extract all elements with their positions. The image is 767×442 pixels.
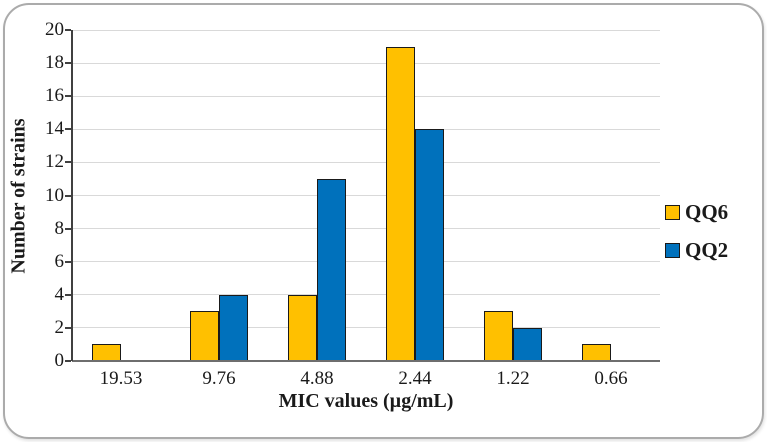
gridline-10 xyxy=(72,195,660,196)
y-tick-mark-4 xyxy=(65,293,71,296)
y-tick-label-4: 4 xyxy=(54,283,65,305)
gridline-4 xyxy=(72,294,660,296)
bar-QQ6-0.66 xyxy=(582,344,611,361)
y-tick-label-16: 16 xyxy=(45,85,64,107)
y-tick-label-6: 6 xyxy=(54,250,65,272)
gridline-6 xyxy=(72,261,660,263)
gridline-8 xyxy=(72,228,660,230)
x-category-label-2.44: 2.44 xyxy=(398,368,432,389)
gridline-16 xyxy=(72,95,660,97)
y-tick-mark-16 xyxy=(65,95,71,98)
legend-swatch-QQ2 xyxy=(665,243,680,258)
legend-swatch-QQ6 xyxy=(665,205,680,220)
y-tick-label-10: 10 xyxy=(45,184,64,206)
bar-QQ2-1.22 xyxy=(513,327,542,361)
x-category-label-1.22: 1.22 xyxy=(496,368,530,389)
legend-label-QQ2: QQ2 xyxy=(685,238,729,262)
plot-area xyxy=(65,29,660,362)
y-tick-mark-20 xyxy=(65,29,71,31)
x-category-label-0.66: 0.66 xyxy=(594,368,628,389)
y-tick-label-12: 12 xyxy=(45,151,64,173)
y-tick-mark-2 xyxy=(65,326,71,329)
y-tick-label-8: 8 xyxy=(54,217,65,239)
y-tick-mark-12 xyxy=(65,161,71,164)
x-axis-title: MIC values (µg/mL) xyxy=(278,390,454,412)
x-category-label-19.53: 19.53 xyxy=(99,368,143,389)
bar-QQ6-1.22 xyxy=(484,311,513,361)
y-tick-mark-0 xyxy=(65,360,71,362)
gridline-14 xyxy=(72,128,660,130)
gridline-12 xyxy=(72,161,660,163)
legend: QQ6 QQ2 xyxy=(665,202,728,261)
legend-item-QQ2: QQ2 xyxy=(665,240,728,261)
legend-item-QQ6: QQ6 xyxy=(665,202,728,223)
x-category-label-9.76: 9.76 xyxy=(202,368,236,389)
bar-QQ6-2.44 xyxy=(386,46,415,361)
y-tick-label-2: 2 xyxy=(54,316,65,338)
bar-QQ6-9.76 xyxy=(190,311,219,361)
y-tick-mark-14 xyxy=(65,128,71,131)
gridline-18 xyxy=(72,62,660,64)
y-tick-label-14: 14 xyxy=(45,118,64,140)
bar-QQ6-19.53 xyxy=(92,344,121,361)
gridline-2 xyxy=(72,327,660,329)
y-tick-mark-8 xyxy=(65,227,71,230)
legend-label-QQ6: QQ6 xyxy=(685,200,729,224)
y-tick-label-20: 20 xyxy=(45,19,64,40)
x-axis-line xyxy=(72,360,660,362)
y-tick-label-0: 0 xyxy=(54,350,65,371)
bar-QQ2-4.88 xyxy=(317,178,346,361)
y-tick-mark-6 xyxy=(65,260,71,263)
bar-QQ2-2.44 xyxy=(415,129,444,361)
y-axis-line xyxy=(71,30,73,361)
x-category-label-4.88: 4.88 xyxy=(300,368,334,389)
bar-QQ2-9.76 xyxy=(219,294,248,361)
bar-QQ6-4.88 xyxy=(288,294,317,361)
gridline-20 xyxy=(72,29,660,31)
y-tick-label-18: 18 xyxy=(45,52,64,74)
y-tick-mark-10 xyxy=(65,194,71,197)
y-tick-mark-18 xyxy=(65,62,71,65)
